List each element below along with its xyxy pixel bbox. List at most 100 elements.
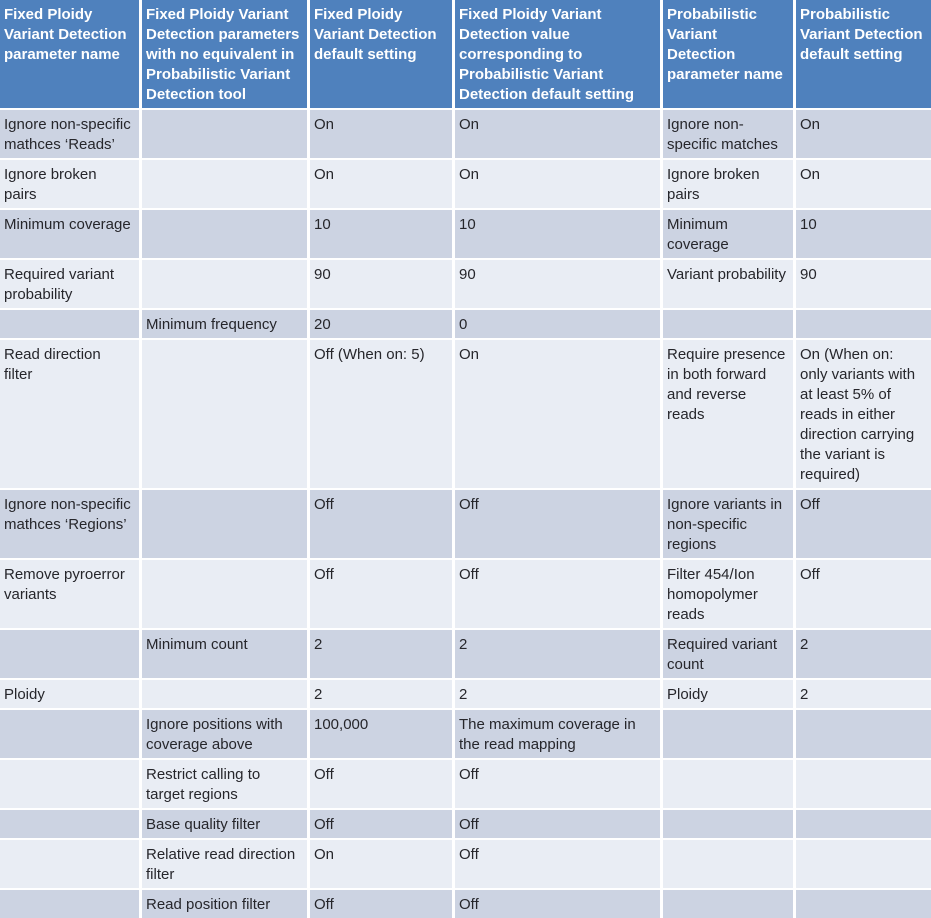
column-header-fixed-value-corresponding: Fixed Ploidy Variant Detection value cor… (455, 0, 663, 110)
cell: Off (455, 490, 663, 560)
cell: On (796, 110, 931, 160)
cell (142, 110, 310, 160)
cell: On (310, 160, 455, 210)
table-row: Read position filter Off Off (0, 890, 931, 918)
cell: Off (455, 810, 663, 840)
cell: Require presence in both forward and rev… (663, 340, 796, 490)
cell (142, 490, 310, 560)
cell: Off (796, 560, 931, 630)
table-row: Restrict calling to target regions Off Off (0, 760, 931, 810)
cell: Off (455, 840, 663, 890)
cell: Base quality filter (142, 810, 310, 840)
column-header-probabilistic-default-setting: Probabilistic Variant Detection default … (796, 0, 931, 110)
cell: Off (310, 560, 455, 630)
cell: 2 (310, 680, 455, 710)
table-row: Ignore positions with coverage above 100,… (0, 710, 931, 760)
cell: Off (455, 760, 663, 810)
table-header: Fixed Ploidy Variant Detection parameter… (0, 0, 931, 110)
table-row: Ploidy 2 2 Ploidy 2 (0, 680, 931, 710)
cell: Off (455, 890, 663, 918)
column-header-fixed-no-equivalent: Fixed Ploidy Variant Detection parameter… (142, 0, 310, 110)
header-row: Fixed Ploidy Variant Detection parameter… (0, 0, 931, 110)
table-row: Ignore broken pairs On On Ignore broken pai… (0, 160, 931, 210)
cell: Minimum coverage (663, 210, 796, 260)
cell: On (310, 110, 455, 160)
cell: Ploidy (0, 680, 142, 710)
cell (796, 810, 931, 840)
cell (796, 710, 931, 760)
cell: 90 (455, 260, 663, 310)
cell: Off (310, 890, 455, 918)
cell (142, 260, 310, 310)
cell: 90 (310, 260, 455, 310)
cell: Ignore broken pairs (0, 160, 142, 210)
cell (0, 710, 142, 760)
cell (142, 340, 310, 490)
table-row: Remove pyroerror variants Off Off Filter 45… (0, 560, 931, 630)
cell (142, 210, 310, 260)
cell: Variant probability (663, 260, 796, 310)
cell (0, 310, 142, 340)
cell: 100,000 (310, 710, 455, 760)
cell: 90 (796, 260, 931, 310)
column-header-fixed-default-setting: Fixed Ploidy Variant Detection default s… (310, 0, 455, 110)
table-row: Base quality filter Off Off (0, 810, 931, 840)
table-row: Relative read direction filter On Off (0, 840, 931, 890)
cell: 20 (310, 310, 455, 340)
cell (663, 760, 796, 810)
cell: Ignore non-specific mathces ‘Regions’ (0, 490, 142, 560)
cell (663, 840, 796, 890)
cell: Off (When on: 5) (310, 340, 455, 490)
cell: On (310, 840, 455, 890)
cell: Required variant probability (0, 260, 142, 310)
cell (663, 810, 796, 840)
cell (796, 760, 931, 810)
cell: Off (310, 810, 455, 840)
cell (142, 680, 310, 710)
cell: Relative read direction filter (142, 840, 310, 890)
cell: Restrict calling to target regions (142, 760, 310, 810)
cell: The maximum coverage in the read mapping (455, 710, 663, 760)
cell: 0 (455, 310, 663, 340)
column-header-probabilistic-parameter-name: Probabilistic Variant Detection paramete… (663, 0, 796, 110)
table-row: Minimum coverage 10 10 Minimum coverage 10 (0, 210, 931, 260)
cell: Ignore broken pairs (663, 160, 796, 210)
cell: 10 (310, 210, 455, 260)
cell: Off (796, 490, 931, 560)
cell: Read position filter (142, 890, 310, 918)
cell: Required variant count (663, 630, 796, 680)
cell (796, 310, 931, 340)
cell (0, 810, 142, 840)
cell: Filter 454/Ion homopolymer reads (663, 560, 796, 630)
cell: On (When on: only variants with at least… (796, 340, 931, 490)
cell (796, 890, 931, 918)
cell: 10 (455, 210, 663, 260)
table-row: Ignore non-specific mathces ‘Regions’ Off… (0, 490, 931, 560)
cell: Ignore variants in non-specific regions (663, 490, 796, 560)
cell (0, 630, 142, 680)
cell (0, 890, 142, 918)
cell: Minimum count (142, 630, 310, 680)
cell: 2 (796, 680, 931, 710)
cell (663, 710, 796, 760)
cell: 2 (455, 630, 663, 680)
cell: 2 (310, 630, 455, 680)
cell (0, 840, 142, 890)
cell (796, 840, 931, 890)
cell: Ignore non-specific mathces ‘Reads’ (0, 110, 142, 160)
cell: 2 (796, 630, 931, 680)
table-row: Required variant probability 90 90 Variant … (0, 260, 931, 310)
cell: On (796, 160, 931, 210)
table-body: Ignore non-specific mathces ‘Reads’ On On I… (0, 110, 931, 918)
cell: Ignore positions with coverage above (142, 710, 310, 760)
cell (142, 160, 310, 210)
cell (663, 890, 796, 918)
cell (142, 560, 310, 630)
cell: On (455, 340, 663, 490)
column-header-fixed-parameter-name: Fixed Ploidy Variant Detection parameter… (0, 0, 142, 110)
table-row: Minimum count 2 2 Required variant count 2 (0, 630, 931, 680)
cell: Minimum frequency (142, 310, 310, 340)
cell: On (455, 110, 663, 160)
cell: Off (310, 760, 455, 810)
